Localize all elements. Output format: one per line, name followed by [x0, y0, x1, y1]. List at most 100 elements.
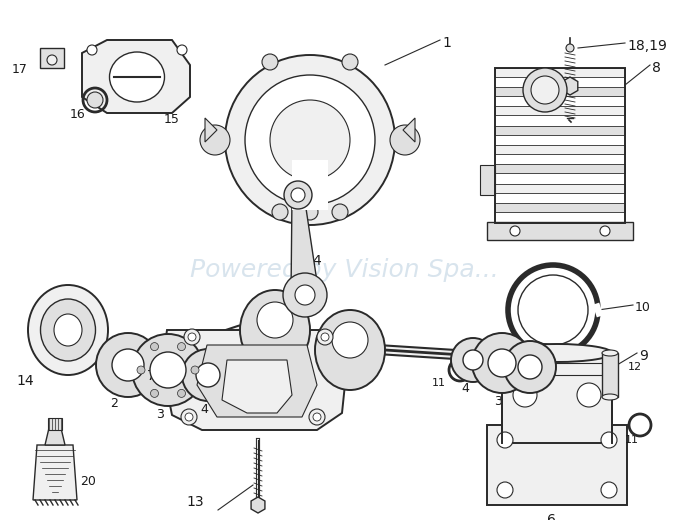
Text: 15: 15	[164, 113, 180, 126]
Circle shape	[257, 302, 293, 338]
Circle shape	[566, 44, 574, 52]
Circle shape	[497, 482, 513, 498]
Polygon shape	[403, 118, 415, 142]
Polygon shape	[33, 445, 77, 500]
Circle shape	[96, 333, 160, 397]
Text: 13: 13	[186, 495, 204, 509]
Text: Powered by Vision Spa...: Powered by Vision Spa...	[190, 258, 498, 282]
Circle shape	[317, 329, 333, 345]
Circle shape	[488, 349, 516, 377]
Ellipse shape	[602, 350, 618, 356]
Text: 8: 8	[652, 61, 661, 75]
Text: 20: 20	[80, 475, 96, 488]
Circle shape	[577, 383, 601, 407]
Polygon shape	[562, 77, 578, 95]
Text: 4: 4	[200, 403, 208, 416]
Text: 4: 4	[461, 382, 469, 395]
Circle shape	[523, 68, 567, 112]
Bar	[480, 165, 495, 195]
Polygon shape	[291, 195, 319, 295]
Circle shape	[225, 55, 395, 225]
Circle shape	[184, 329, 200, 345]
Ellipse shape	[54, 314, 82, 346]
Bar	[502, 353, 612, 443]
Polygon shape	[82, 40, 190, 113]
Text: 3: 3	[494, 395, 502, 408]
Text: 11: 11	[625, 435, 639, 445]
Polygon shape	[292, 160, 328, 210]
Bar	[48, 418, 62, 430]
Circle shape	[302, 204, 318, 220]
Circle shape	[497, 432, 513, 448]
Circle shape	[177, 45, 187, 55]
Ellipse shape	[315, 310, 385, 390]
Bar	[495, 68, 625, 223]
Circle shape	[150, 352, 186, 388]
Ellipse shape	[41, 299, 96, 361]
Circle shape	[463, 350, 483, 370]
Circle shape	[309, 409, 325, 425]
Circle shape	[513, 383, 537, 407]
Text: 12: 12	[628, 362, 642, 372]
Circle shape	[601, 432, 617, 448]
Text: 2: 2	[522, 395, 530, 408]
Circle shape	[178, 343, 186, 350]
Ellipse shape	[602, 394, 618, 400]
Text: 7: 7	[147, 369, 155, 383]
Text: 6: 6	[547, 513, 556, 520]
Text: 18,19: 18,19	[627, 39, 667, 53]
Bar	[495, 106, 625, 115]
Circle shape	[178, 389, 186, 397]
Circle shape	[181, 409, 197, 425]
Circle shape	[196, 363, 220, 387]
Circle shape	[531, 76, 559, 104]
Circle shape	[112, 349, 144, 381]
Circle shape	[283, 273, 327, 317]
Circle shape	[332, 204, 348, 220]
Circle shape	[262, 54, 278, 70]
Bar	[495, 87, 625, 96]
Polygon shape	[197, 345, 317, 417]
Bar	[487, 425, 627, 505]
Bar	[495, 126, 625, 135]
Bar	[487, 222, 633, 240]
Circle shape	[390, 125, 420, 155]
Text: 1: 1	[442, 36, 451, 50]
Text: 10: 10	[635, 301, 651, 314]
Circle shape	[451, 338, 495, 382]
Circle shape	[504, 341, 556, 393]
Circle shape	[245, 75, 375, 205]
Circle shape	[510, 226, 520, 236]
Circle shape	[321, 333, 329, 341]
Bar	[495, 203, 625, 212]
Circle shape	[291, 188, 305, 202]
Bar	[602, 353, 618, 397]
Circle shape	[151, 343, 158, 350]
Ellipse shape	[109, 52, 164, 102]
Text: 9: 9	[639, 349, 648, 363]
Bar	[40, 48, 64, 68]
Circle shape	[601, 482, 617, 498]
Circle shape	[332, 322, 368, 358]
Circle shape	[185, 413, 193, 421]
Circle shape	[600, 226, 610, 236]
Circle shape	[87, 92, 103, 108]
Circle shape	[47, 55, 57, 65]
Circle shape	[191, 366, 199, 374]
Circle shape	[188, 333, 196, 341]
Circle shape	[284, 181, 312, 209]
Circle shape	[272, 204, 288, 220]
Circle shape	[270, 100, 350, 180]
Bar	[495, 68, 625, 77]
Circle shape	[137, 366, 145, 374]
Circle shape	[472, 333, 532, 393]
Bar	[495, 145, 625, 154]
Circle shape	[200, 125, 230, 155]
Polygon shape	[205, 118, 217, 142]
Circle shape	[518, 275, 588, 345]
Text: 17: 17	[12, 63, 28, 76]
Circle shape	[313, 413, 321, 421]
Ellipse shape	[240, 290, 310, 370]
Circle shape	[182, 349, 234, 401]
Polygon shape	[45, 428, 65, 445]
